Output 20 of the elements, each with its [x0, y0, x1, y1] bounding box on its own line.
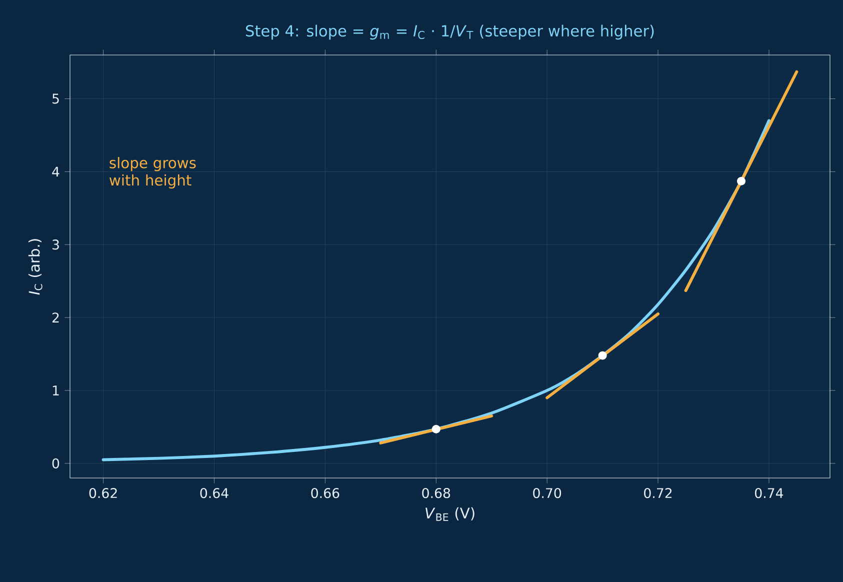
y-tick-label: 1 — [52, 386, 59, 396]
x-tick-label: 0.74 — [755, 488, 784, 498]
x-tick-label: 0.72 — [644, 488, 672, 498]
x-tick-label: 0.66 — [311, 488, 340, 498]
point — [432, 424, 440, 434]
y-tick-label: 4 — [52, 166, 60, 177]
y-tick-label: 0 — [52, 458, 60, 468]
x-tick-label: 0.68 — [422, 488, 450, 498]
y-tick-label: 3 — [52, 240, 59, 250]
x-axis-title: V$_{BE}$ (V) — [426, 507, 474, 521]
point — [736, 176, 746, 186]
y-axis-title: I$_{C}$ (arb.) — [28, 239, 42, 295]
annotation: slope grows with height — [110, 156, 196, 189]
x-tick-label: 0.62 — [89, 488, 117, 498]
y-tick-label: 2 — [52, 312, 59, 322]
chart-title: Step 4: slope = g$_{m}$ = I$_{C}$ · 1/V$_{T}$ (steeper where higher) — [246, 24, 654, 40]
y-tick-label: 5 — [52, 94, 59, 104]
x-tick-label: 0.64 — [200, 488, 228, 498]
point — [598, 351, 607, 360]
x-tick-label: 0.70 — [533, 488, 562, 498]
